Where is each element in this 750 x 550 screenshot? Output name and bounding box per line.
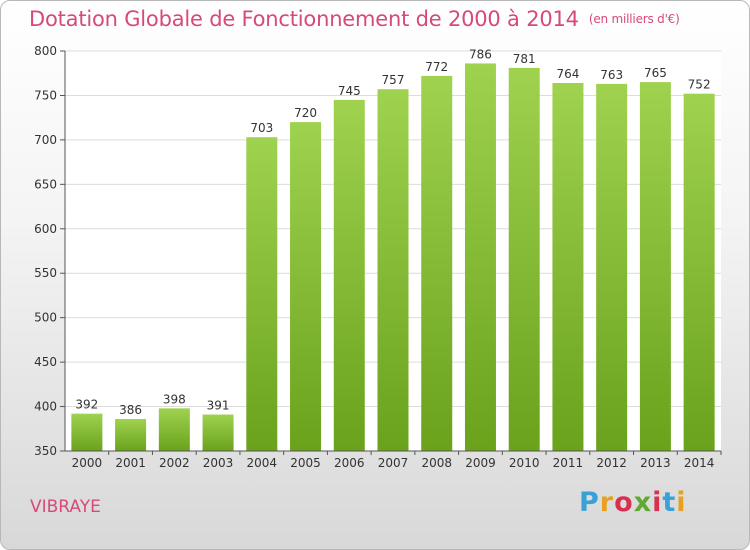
bar — [246, 137, 278, 451]
y-tick-label: 400 — [34, 400, 57, 414]
x-tick-label: 2010 — [509, 456, 540, 470]
x-axis: 2000 2001 2002 2003 2004 2005 2006 2007 2008 2009… — [65, 450, 722, 470]
data-label: 386 — [119, 403, 142, 417]
data-label: 703 — [250, 121, 273, 135]
bar — [71, 413, 103, 451]
commune-name: VIBRAYE — [30, 497, 101, 517]
x-tick-label: 2012 — [596, 456, 627, 470]
data-label: 391 — [207, 399, 230, 413]
x-tick-label: 2002 — [159, 456, 190, 470]
y-tick-label: 700 — [34, 133, 57, 147]
y-tick-label: 450 — [34, 355, 57, 369]
x-tick-label: 2005 — [290, 456, 321, 470]
data-label: 745 — [338, 84, 361, 98]
data-label: 752 — [688, 78, 711, 92]
data-label: 398 — [163, 392, 186, 406]
logo-letter: x — [633, 487, 653, 518]
data-labels: 392 386 398 391 703 720 745 757 772 786 781 764 763 7… — [75, 47, 710, 417]
bar — [639, 82, 671, 451]
x-tick-label: 2000 — [72, 456, 103, 470]
y-axis: 350 400 450 500 550 600 650 700 750 800 — [34, 44, 66, 458]
data-label: 757 — [382, 73, 405, 87]
x-tick-label: 2008 — [421, 456, 452, 470]
unit-label: (en milliers d'€) — [588, 12, 680, 26]
logo-letter: i — [676, 487, 687, 518]
x-tick-label: 2011 — [553, 456, 584, 470]
logo-letter: t — [662, 487, 677, 518]
bar — [290, 122, 322, 451]
data-label: 765 — [644, 66, 667, 80]
bar — [333, 99, 365, 451]
bar — [421, 75, 453, 451]
y-tick-label: 350 — [34, 444, 57, 458]
chart-title: Dotation Globale de Fonctionnement de 20… — [29, 7, 680, 31]
y-tick-label: 550 — [34, 266, 57, 280]
x-tick-label: 2001 — [115, 456, 146, 470]
data-label: 781 — [513, 52, 536, 66]
y-tick-label: 650 — [34, 177, 57, 191]
bar — [202, 414, 234, 451]
data-label: 763 — [600, 68, 623, 82]
bar — [377, 89, 409, 451]
proxiti-logo: Proxiti — [579, 487, 687, 518]
bar — [596, 83, 628, 451]
x-tick-label: 2003 — [203, 456, 234, 470]
bar — [508, 67, 540, 451]
bar — [115, 419, 147, 451]
data-label: 720 — [294, 106, 317, 120]
x-tick-label: 2014 — [684, 456, 715, 470]
data-label: 786 — [469, 47, 492, 61]
bar — [158, 408, 190, 451]
y-tick-label: 750 — [34, 88, 57, 102]
data-label: 764 — [556, 67, 579, 81]
title-text: Dotation Globale de Fonctionnement de 20… — [29, 7, 579, 31]
bar — [683, 93, 715, 452]
bar — [552, 83, 584, 451]
x-tick-label: 2009 — [465, 456, 496, 470]
logo-letter: o — [614, 487, 634, 518]
y-tick-label: 500 — [34, 311, 57, 325]
x-tick-label: 2013 — [640, 456, 671, 470]
data-label: 772 — [425, 60, 448, 74]
logo-letter: i — [652, 487, 663, 518]
bar — [464, 63, 496, 451]
logo-letter: r — [599, 487, 615, 518]
x-tick-label: 2007 — [378, 456, 409, 470]
y-tick-label: 800 — [34, 44, 57, 58]
logo-letter: P — [579, 487, 600, 518]
y-tick-label: 600 — [34, 222, 57, 236]
x-tick-label: 2004 — [247, 456, 278, 470]
data-label: 392 — [75, 398, 98, 412]
x-tick-label: 2006 — [334, 456, 365, 470]
bars — [71, 63, 715, 452]
